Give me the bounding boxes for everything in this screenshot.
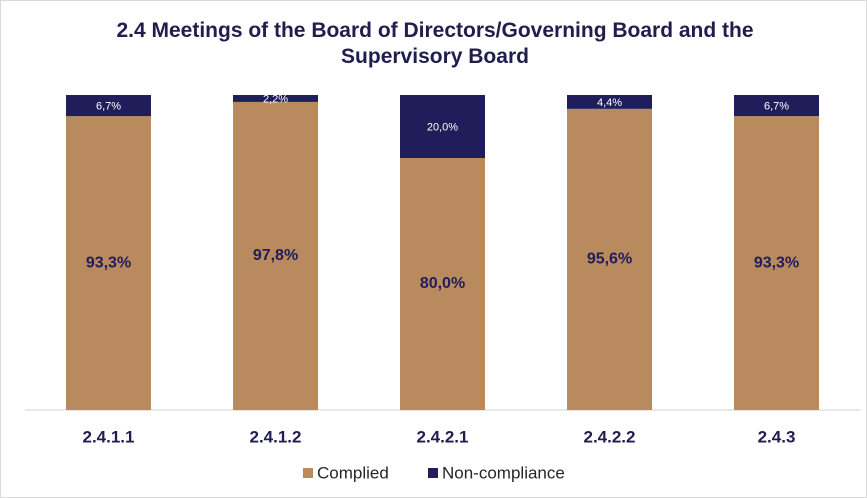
data-label: 2,2%: [263, 93, 288, 105]
legend-swatch: [303, 468, 313, 478]
x-tick-label: 2.4.3: [758, 427, 796, 446]
data-label: 6,7%: [764, 100, 789, 112]
bar-segment: [400, 158, 485, 410]
bar-segment: [400, 95, 485, 158]
chart-title: 2.4 Meetings of the Board of Directors/G…: [116, 19, 754, 68]
x-tick-label: 2.4.2.2: [584, 427, 636, 446]
legend-swatch: [428, 468, 438, 478]
data-label: 80,0%: [420, 275, 465, 292]
data-label: 97,8%: [253, 247, 298, 264]
data-label: 4,4%: [597, 97, 622, 109]
x-tick-label: 2.4.1.1: [83, 427, 135, 446]
x-tick-label: 2.4.2.1: [417, 427, 469, 446]
bar-segment: [66, 95, 151, 117]
legend-label: Non-compliance: [442, 463, 565, 482]
bar-segment: [734, 95, 819, 117]
bar-segment: [66, 116, 151, 410]
bar-segment: [233, 101, 318, 411]
data-label: 93,3%: [86, 254, 131, 271]
legend-label: Complied: [317, 463, 389, 482]
data-label: 95,6%: [587, 251, 632, 268]
data-label: 6,7%: [96, 100, 121, 112]
data-label: 93,3%: [754, 254, 799, 271]
data-label: 20,0%: [427, 121, 458, 133]
bar-segment: [567, 108, 652, 411]
bar-segment: [734, 116, 819, 410]
bar-segment: [233, 95, 318, 102]
x-tick-label: 2.4.1.2: [250, 427, 302, 446]
bar-segment: [567, 95, 652, 109]
